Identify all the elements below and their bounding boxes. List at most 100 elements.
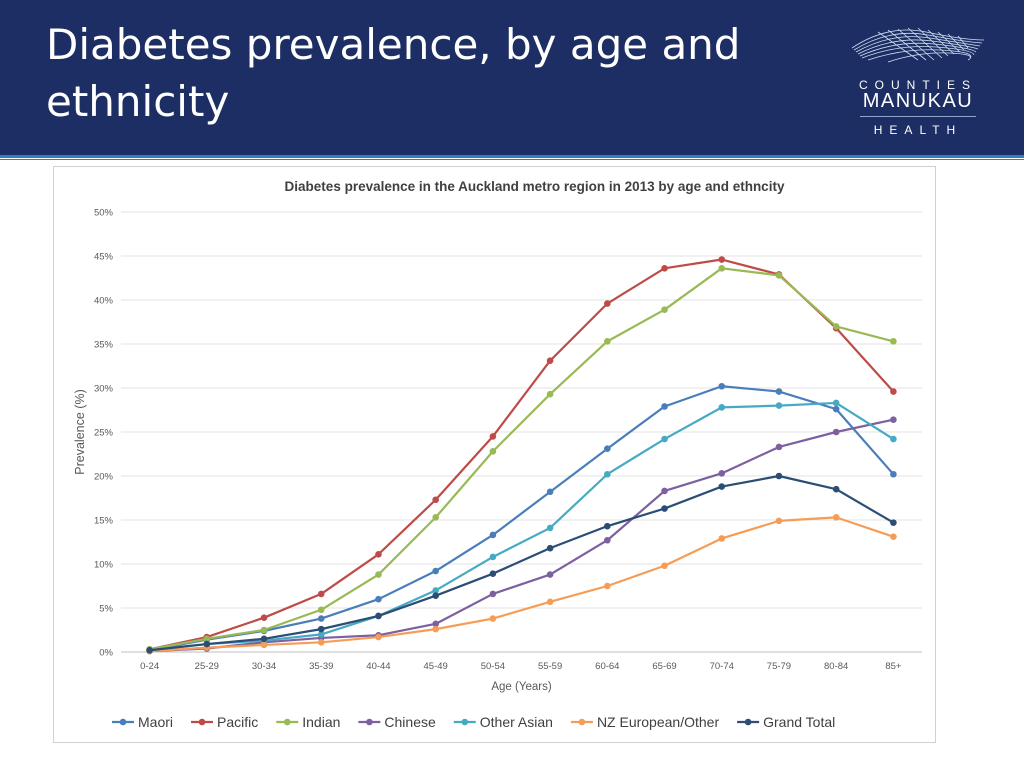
data-point-nz-european-other xyxy=(890,533,897,541)
series-line-other-asian xyxy=(149,401,894,652)
x-tick-label: 0-24 xyxy=(140,661,159,672)
data-point-pacific xyxy=(890,388,897,395)
data-point-indian xyxy=(260,626,268,634)
data-point-other-asian xyxy=(546,524,554,532)
data-point-chinese xyxy=(604,536,611,544)
y-tick-label: 0% xyxy=(99,648,113,659)
data-point-nz-european-other xyxy=(375,633,382,641)
data-point-indian xyxy=(718,265,726,272)
data-point-other-asian xyxy=(661,435,668,443)
series-line-grand-total xyxy=(149,474,894,652)
data-point-pacific xyxy=(546,357,554,365)
data-point-chinese xyxy=(832,428,840,436)
data-point-chinese xyxy=(718,470,726,477)
data-point-grand-total xyxy=(775,472,783,480)
x-axis-label: Age (Years) xyxy=(491,681,551,693)
data-point-grand-total xyxy=(546,544,554,552)
x-tick-label: 35-39 xyxy=(309,661,333,672)
data-point-nz-european-other xyxy=(718,535,726,542)
data-point-other-asian xyxy=(317,631,325,638)
data-point-pacific xyxy=(604,300,611,307)
data-point-pacific xyxy=(375,551,382,558)
data-point-pacific xyxy=(489,433,497,440)
legend-label-chinese: Chinese xyxy=(384,714,436,730)
data-point-other-asian xyxy=(775,402,783,409)
data-point-grand-total xyxy=(661,505,668,512)
y-tick-label: 35% xyxy=(94,340,114,351)
y-tick-label: 45% xyxy=(94,252,114,263)
data-point-other-asian xyxy=(489,553,497,561)
x-tick-label: 75-79 xyxy=(767,661,791,672)
data-point-grand-total xyxy=(604,522,611,530)
legend-label-nz-european-other: NZ European/Other xyxy=(597,714,720,730)
data-point-chinese xyxy=(890,416,897,423)
chart-container: Diabetes prevalence in the Auckland metr… xyxy=(53,166,936,743)
data-point-indian xyxy=(890,338,897,345)
y-tick-label: 50% xyxy=(94,208,114,219)
data-point-other-asian xyxy=(432,587,439,594)
x-tick-label: 80-84 xyxy=(824,661,848,672)
legend-marker-pacific xyxy=(198,718,206,726)
data-point-chinese xyxy=(546,571,554,578)
data-point-other-asian xyxy=(718,404,726,411)
data-point-maori xyxy=(546,488,554,496)
x-tick-label: 40-44 xyxy=(366,661,390,672)
data-point-maori xyxy=(604,445,611,453)
data-point-chinese xyxy=(432,620,439,628)
legend-marker-chinese xyxy=(366,718,373,726)
data-point-pacific xyxy=(432,496,439,504)
y-tick-label: 40% xyxy=(94,296,114,307)
data-point-maori xyxy=(317,615,325,622)
y-tick-label: 5% xyxy=(99,604,113,615)
data-point-maori xyxy=(775,388,783,395)
data-point-indian xyxy=(832,323,840,330)
legend-label-other-asian: Other Asian xyxy=(480,714,553,730)
slide-header: Diabetes prevalence, by age and ethnicit… xyxy=(0,0,1024,155)
header-accent-thin-line xyxy=(0,159,1024,160)
line-chart: Diabetes prevalence in the Auckland metr… xyxy=(73,179,922,730)
series-line-indian xyxy=(149,267,894,651)
data-point-grand-total xyxy=(890,519,897,526)
x-tick-label: 50-54 xyxy=(481,661,505,672)
y-tick-label: 15% xyxy=(94,516,114,527)
data-point-grand-total xyxy=(489,570,497,577)
series-line-chinese xyxy=(149,418,894,653)
legend-label-maori: Maori xyxy=(138,714,173,730)
data-point-grand-total xyxy=(260,635,268,643)
data-point-maori xyxy=(375,595,382,603)
x-tick-label: 60-64 xyxy=(595,661,619,672)
y-tick-label: 30% xyxy=(94,384,114,395)
data-point-pacific xyxy=(260,614,268,621)
y-tick-label: 10% xyxy=(94,560,114,571)
legend-marker-grand-total xyxy=(744,718,752,726)
data-point-grand-total xyxy=(432,592,439,599)
y-axis-label: Prevalence (%) xyxy=(73,389,87,474)
data-point-other-asian xyxy=(604,470,611,478)
data-point-chinese xyxy=(661,487,668,495)
data-point-grand-total xyxy=(317,625,325,633)
series-line-nz-european-other xyxy=(149,516,894,653)
y-tick-label: 25% xyxy=(94,428,114,439)
x-tick-label: 25-29 xyxy=(195,661,219,672)
legend-marker-other-asian xyxy=(461,718,469,726)
data-point-nz-european-other xyxy=(661,562,668,570)
data-point-other-asian xyxy=(832,399,840,407)
series-line-maori xyxy=(149,385,895,652)
data-point-nz-european-other xyxy=(317,639,325,646)
data-point-pacific xyxy=(661,265,668,272)
data-point-maori xyxy=(832,405,840,413)
data-point-other-asian xyxy=(890,435,897,443)
logo-text-counties: COUNTIES xyxy=(858,78,977,92)
data-point-nz-european-other xyxy=(546,598,554,606)
data-point-grand-total xyxy=(832,485,840,493)
data-point-pacific xyxy=(718,256,726,263)
logo-divider xyxy=(860,116,976,117)
y-tick-label: 20% xyxy=(94,472,114,483)
x-tick-label: 85+ xyxy=(885,661,902,672)
data-point-nz-european-other xyxy=(775,517,783,525)
legend-label-grand-total: Grand Total xyxy=(763,714,835,730)
page-title: Diabetes prevalence, by age and ethnicit… xyxy=(46,20,741,126)
header-accent-line xyxy=(0,155,1024,158)
data-point-pacific xyxy=(317,590,325,598)
counties-manukau-logo: COUNTIES MANUKAU HEALTH xyxy=(848,22,988,142)
